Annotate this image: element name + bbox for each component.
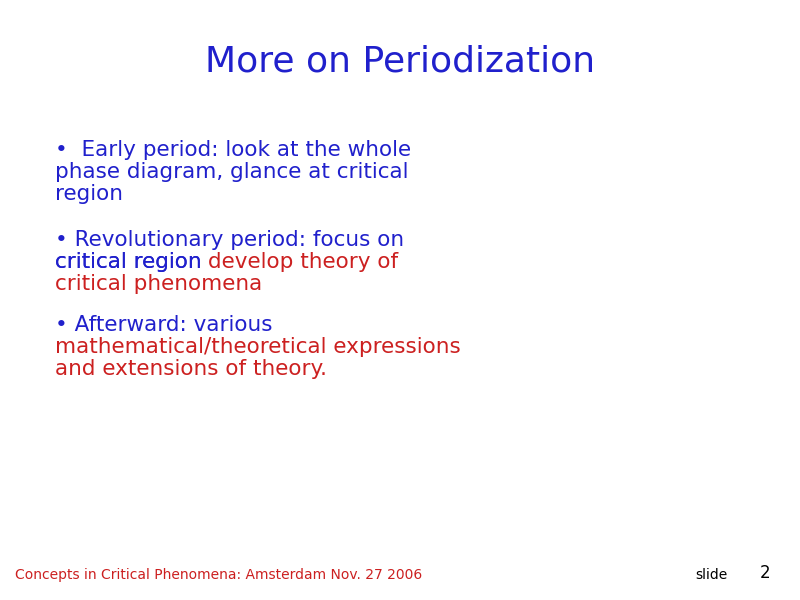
Text: •  Early period: look at the whole: • Early period: look at the whole [55,140,411,160]
Text: 2: 2 [760,564,770,582]
Text: Concepts in Critical Phenomena: Amsterdam Nov. 27 2006: Concepts in Critical Phenomena: Amsterda… [15,568,422,582]
Text: and extensions of theory.: and extensions of theory. [55,359,327,379]
Text: develop theory of: develop theory of [209,252,398,272]
Text: More on Periodization: More on Periodization [205,45,595,79]
Text: slide: slide [695,568,727,582]
Text: critical region: critical region [55,252,209,272]
Text: • Afterward: various: • Afterward: various [55,315,273,335]
Text: phase diagram, glance at critical: phase diagram, glance at critical [55,162,409,182]
Text: critical phenomena: critical phenomena [55,274,262,294]
Text: critical region: critical region [55,252,209,272]
Text: mathematical/theoretical expressions: mathematical/theoretical expressions [55,337,461,357]
Text: • Revolutionary period: focus on: • Revolutionary period: focus on [55,230,404,250]
Text: region: region [55,184,123,204]
